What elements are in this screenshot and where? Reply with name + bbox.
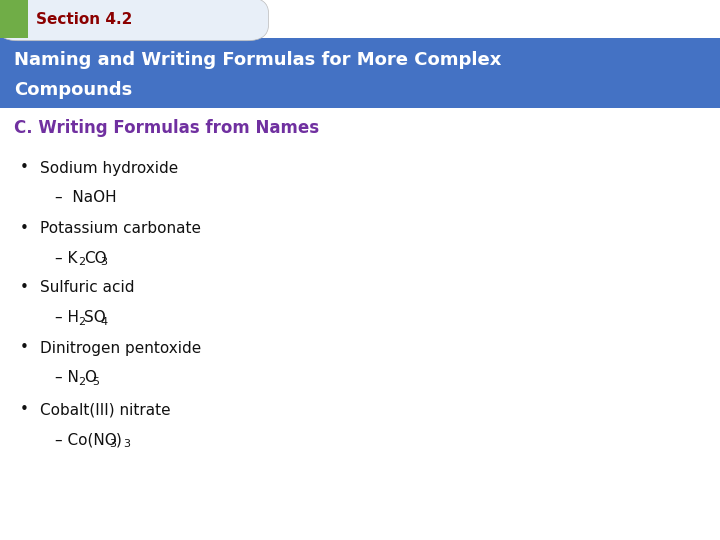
Text: Dinitrogen pentoxide: Dinitrogen pentoxide (40, 341, 202, 355)
Text: SO: SO (84, 310, 106, 326)
Text: O: O (84, 370, 96, 386)
Text: Compounds: Compounds (14, 81, 132, 99)
Text: 2: 2 (78, 377, 86, 387)
Text: •: • (20, 160, 29, 176)
Text: – K: – K (55, 251, 78, 266)
Text: Potassium carbonate: Potassium carbonate (40, 220, 201, 235)
Text: 2: 2 (78, 317, 86, 327)
Text: Cobalt(III) nitrate: Cobalt(III) nitrate (40, 402, 171, 417)
Text: 4: 4 (100, 317, 107, 327)
Text: •: • (20, 280, 29, 295)
Text: Sodium hydroxide: Sodium hydroxide (40, 160, 179, 176)
Text: –  NaOH: – NaOH (55, 191, 117, 206)
Text: – H: – H (55, 310, 79, 326)
Text: Section 4.2: Section 4.2 (36, 11, 132, 26)
Text: •: • (20, 341, 29, 355)
Text: – Co(NO: – Co(NO (55, 433, 117, 448)
Text: 3: 3 (124, 439, 130, 449)
Bar (0, 38, 720, 108)
FancyBboxPatch shape (0, 0, 269, 40)
Text: CO: CO (84, 251, 107, 266)
Text: 3: 3 (109, 439, 117, 449)
Text: ): ) (116, 433, 122, 448)
Text: 2: 2 (78, 257, 86, 267)
Text: Sulfuric acid: Sulfuric acid (40, 280, 135, 295)
Text: 3: 3 (100, 257, 107, 267)
Text: C. Writing Formulas from Names: C. Writing Formulas from Names (14, 119, 319, 137)
Text: Naming and Writing Formulas for More Complex: Naming and Writing Formulas for More Com… (14, 51, 501, 69)
Bar (0, 0, 28, 38)
Text: – N: – N (55, 370, 79, 386)
Text: 5: 5 (92, 377, 99, 387)
Text: •: • (20, 402, 29, 417)
Text: •: • (20, 220, 29, 235)
